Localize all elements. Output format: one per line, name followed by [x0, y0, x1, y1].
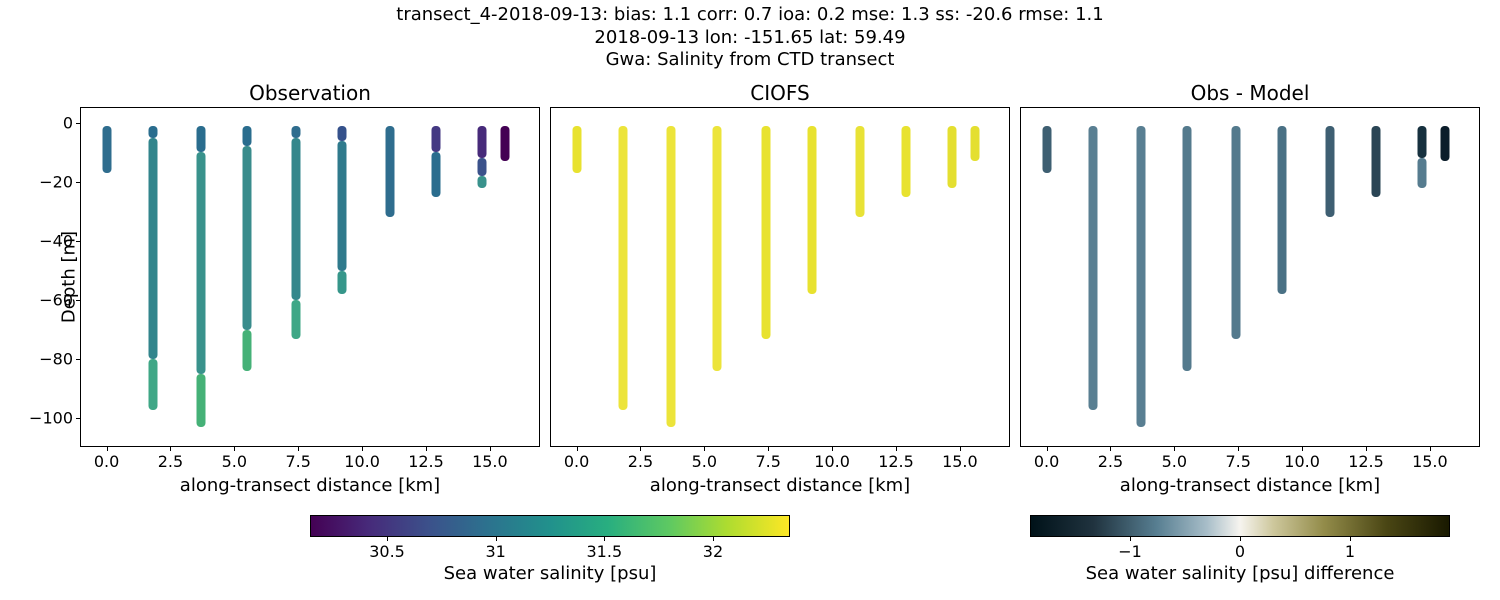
- axes-0: 0−20−40−60−80−100Depth [m]0.02.55.07.510…: [80, 107, 540, 447]
- ytick: −20: [39, 172, 81, 191]
- cast-profile: [948, 126, 957, 188]
- cast-profile: [1326, 126, 1335, 218]
- cast-profile: [337, 126, 346, 295]
- panel-2: Obs - Model0.02.55.07.510.012.515.0along…: [1020, 107, 1480, 496]
- suptitle-line1: transect_4-2018-09-13: bias: 1.1 corr: 0…: [0, 4, 1500, 27]
- panel-1: CIOFS0.02.55.07.510.012.515.0along-trans…: [550, 107, 1010, 496]
- cast-profile: [1441, 126, 1450, 161]
- panel-title-1: CIOFS: [550, 81, 1010, 105]
- cast-profile: [197, 126, 206, 428]
- cast-profile: [761, 126, 770, 339]
- panel-title-2: Obs - Model: [1020, 81, 1480, 105]
- cast-profile: [902, 126, 911, 197]
- xlabel: along-transect distance [km]: [1020, 475, 1480, 496]
- cast-profile: [1137, 126, 1146, 428]
- cast-profile: [1277, 126, 1286, 295]
- cast-profile: [1183, 126, 1192, 371]
- axes-2: 0.02.55.07.510.012.515.0: [1020, 107, 1480, 447]
- cast-profile: [1088, 126, 1097, 410]
- axes-1: 0.02.55.07.510.012.515.0: [550, 107, 1010, 447]
- suptitle-line2: 2018-09-13 lon: -151.65 lat: 59.49: [0, 27, 1500, 50]
- xlabel: along-transect distance [km]: [80, 475, 540, 496]
- cast-profile: [148, 126, 157, 410]
- cast-profile: [971, 126, 980, 161]
- cast-profile: [243, 126, 252, 371]
- panel-title-0: Observation: [80, 81, 540, 105]
- cast-profile: [386, 126, 395, 218]
- cast-profile: [1042, 126, 1051, 173]
- cast-profile: [667, 126, 676, 428]
- suptitle-line3: Gwa: Salinity from CTD transect: [0, 49, 1500, 72]
- cast-profile: [572, 126, 581, 173]
- cast-profile: [807, 126, 816, 295]
- xlabel: along-transect distance [km]: [550, 475, 1010, 496]
- panel-0: Observation0−20−40−60−80−100Depth [m]0.0…: [80, 107, 540, 496]
- figure-suptitle: transect_4-2018-09-13: bias: 1.1 corr: 0…: [0, 4, 1500, 72]
- colorbar-diff: −101 Sea water salinity [psu] difference: [1030, 515, 1450, 584]
- cast-profile: [618, 126, 627, 410]
- ylabel: Depth [m]: [59, 231, 80, 323]
- panels-row: Observation0−20−40−60−80−100Depth [m]0.0…: [80, 107, 1480, 496]
- colorbar-diff-label: Sea water salinity [psu] difference: [1030, 563, 1450, 584]
- cast-profile: [1418, 126, 1427, 188]
- cast-profile: [291, 126, 300, 339]
- ytick: −80: [39, 350, 81, 369]
- cast-profile: [713, 126, 722, 371]
- cast-profile: [1231, 126, 1240, 339]
- cast-profile: [1372, 126, 1381, 197]
- colorbar-diff-bar: −101: [1030, 515, 1450, 537]
- cast-profile: [478, 126, 487, 188]
- cast-profile: [432, 126, 441, 197]
- cast-profile: [856, 126, 865, 218]
- ytick: −100: [29, 409, 81, 428]
- cast-profile: [102, 126, 111, 173]
- colorbar-salinity-bar: 30.53131.532: [310, 515, 790, 537]
- colorbar-salinity: 30.53131.532 Sea water salinity [psu]: [310, 515, 790, 584]
- colorbar-salinity-label: Sea water salinity [psu]: [310, 563, 790, 584]
- cast-profile: [501, 126, 510, 161]
